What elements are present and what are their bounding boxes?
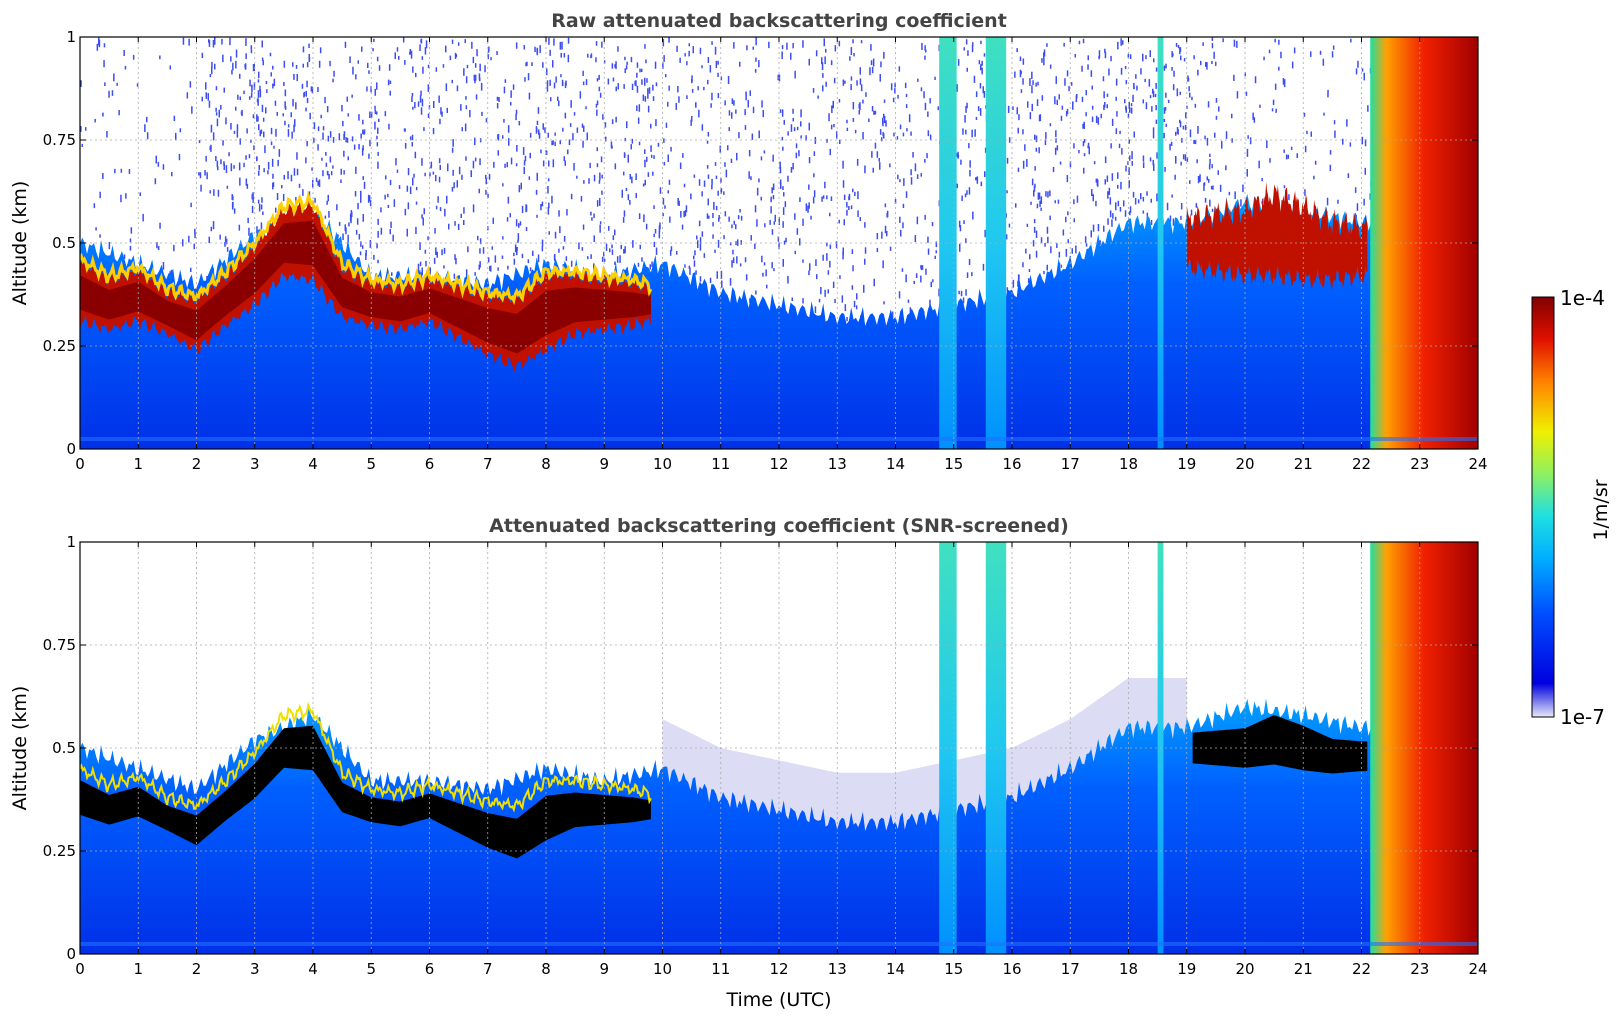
x-tick-label: 5 bbox=[366, 455, 376, 473]
screened-gridlines bbox=[80, 542, 1478, 954]
screened-y-axis-label: Altitude (km) bbox=[9, 686, 31, 811]
x-tick-label: 11 bbox=[711, 960, 730, 978]
x-tick-label: 15 bbox=[944, 960, 963, 978]
y-tick-label: 0.75 bbox=[43, 131, 76, 149]
x-tick-label: 14 bbox=[886, 960, 905, 978]
x-tick-label: 23 bbox=[1410, 960, 1429, 978]
y-tick-label: 0.75 bbox=[43, 636, 76, 654]
precipitation-column bbox=[939, 37, 957, 449]
x-tick-label: 2 bbox=[192, 960, 202, 978]
raw-panel-title: Raw attenuated backscattering coefficien… bbox=[551, 10, 1007, 32]
x-tick-label: 18 bbox=[1119, 455, 1138, 473]
x-tick-label: 18 bbox=[1119, 960, 1138, 978]
raw-y-ticks: 0 0.25 0.5 0.75 1 bbox=[43, 28, 1478, 458]
colorbar-gradient bbox=[1531, 296, 1555, 718]
saturated-layer-edge bbox=[80, 701, 652, 813]
y-tick-label: 0 bbox=[66, 440, 76, 458]
x-tick-label: 15 bbox=[944, 455, 963, 473]
evening-aerosol-layer bbox=[1186, 182, 1368, 292]
x-tick-label: 3 bbox=[250, 455, 260, 473]
colorbar-unit-label: 1/m/sr bbox=[1590, 479, 1612, 540]
x-tick-label: 7 bbox=[483, 455, 493, 473]
evening-saturated-layer bbox=[1192, 715, 1368, 774]
x-axis-label: Time (UTC) bbox=[725, 989, 831, 1011]
x-tick-label: 12 bbox=[769, 455, 788, 473]
x-tick-label: 16 bbox=[1002, 960, 1021, 978]
x-tick-label: 9 bbox=[599, 960, 609, 978]
x-tick-label: 12 bbox=[769, 960, 788, 978]
x-tick-label: 13 bbox=[828, 960, 847, 978]
screened-x-ticks: 0 1 2 3 4 5 6 7 8 9 10 11 12 13 14 15 16 17 18 19 20 21 22 23 24 bbox=[75, 542, 1488, 978]
screened-y-ticks: 0 0.25 0.5 0.75 1 bbox=[43, 533, 1478, 963]
raw-heatmap bbox=[80, 37, 1478, 449]
x-tick-label: 4 bbox=[308, 960, 318, 978]
x-tick-label: 16 bbox=[1002, 455, 1021, 473]
y-tick-label: 0 bbox=[66, 945, 76, 963]
y-tick-label: 1 bbox=[66, 28, 76, 46]
x-tick-label: 10 bbox=[653, 960, 672, 978]
raw-y-axis-label: Altitude (km) bbox=[9, 181, 31, 306]
precipitation-column bbox=[939, 542, 957, 954]
x-tick-label: 1 bbox=[133, 455, 143, 473]
x-tick-label: 0 bbox=[75, 960, 85, 978]
strong-aerosol-layer-core bbox=[80, 220, 651, 354]
x-tick-label: 24 bbox=[1468, 455, 1487, 473]
x-tick-label: 21 bbox=[1294, 455, 1313, 473]
x-tick-label: 19 bbox=[1177, 455, 1196, 473]
x-tick-label: 24 bbox=[1468, 960, 1487, 978]
x-tick-label: 4 bbox=[308, 455, 318, 473]
x-tick-label: 20 bbox=[1235, 455, 1254, 473]
strong-aerosol-layer-edge bbox=[80, 190, 653, 306]
screened-panel-title: Attenuated backscattering coefficient (S… bbox=[489, 515, 1069, 537]
x-tick-label: 6 bbox=[425, 960, 435, 978]
raw-x-ticks: 0 1 2 3 4 5 6 7 8 9 10 11 12 13 14 15 16 17 18 19 20 21 22 23 24 bbox=[75, 37, 1488, 473]
saturated-aerosol-layer bbox=[80, 725, 651, 859]
x-tick-label: 1 bbox=[133, 960, 143, 978]
x-tick-label: 11 bbox=[711, 455, 730, 473]
x-tick-label: 6 bbox=[425, 455, 435, 473]
x-tick-label: 17 bbox=[1061, 455, 1080, 473]
y-tick-label: 0.5 bbox=[52, 739, 76, 757]
colorbar-min-label: 1e-7 bbox=[1560, 705, 1605, 729]
x-tick-label: 23 bbox=[1410, 455, 1429, 473]
x-tick-label: 8 bbox=[541, 960, 551, 978]
x-tick-label: 9 bbox=[599, 455, 609, 473]
x-tick-label: 22 bbox=[1352, 960, 1371, 978]
colorbar-max-label: 1e-4 bbox=[1560, 286, 1605, 310]
x-tick-label: 17 bbox=[1061, 960, 1080, 978]
x-tick-label: 3 bbox=[250, 960, 260, 978]
y-tick-label: 1 bbox=[66, 533, 76, 551]
x-tick-label: 14 bbox=[886, 455, 905, 473]
colorbar: 1e-4 1e-7 1/m/sr bbox=[1531, 286, 1612, 729]
x-tick-label: 13 bbox=[828, 455, 847, 473]
x-tick-label: 20 bbox=[1235, 960, 1254, 978]
screened-backscatter-panel: Attenuated backscattering coefficient (S… bbox=[9, 515, 1488, 1011]
x-tick-label: 0 bbox=[75, 455, 85, 473]
raw-gridlines bbox=[80, 37, 1478, 449]
x-tick-label: 5 bbox=[366, 960, 376, 978]
x-tick-label: 7 bbox=[483, 960, 493, 978]
raw-backscatter-panel: Raw attenuated backscattering coefficien… bbox=[9, 10, 1488, 473]
x-tick-label: 8 bbox=[541, 455, 551, 473]
y-tick-label: 0.25 bbox=[43, 337, 76, 355]
x-tick-label: 22 bbox=[1352, 455, 1371, 473]
x-tick-label: 10 bbox=[653, 455, 672, 473]
x-tick-label: 21 bbox=[1294, 960, 1313, 978]
x-tick-label: 2 bbox=[192, 455, 202, 473]
y-tick-label: 0.5 bbox=[52, 234, 76, 252]
y-tick-label: 0.25 bbox=[43, 842, 76, 860]
x-tick-label: 19 bbox=[1177, 960, 1196, 978]
